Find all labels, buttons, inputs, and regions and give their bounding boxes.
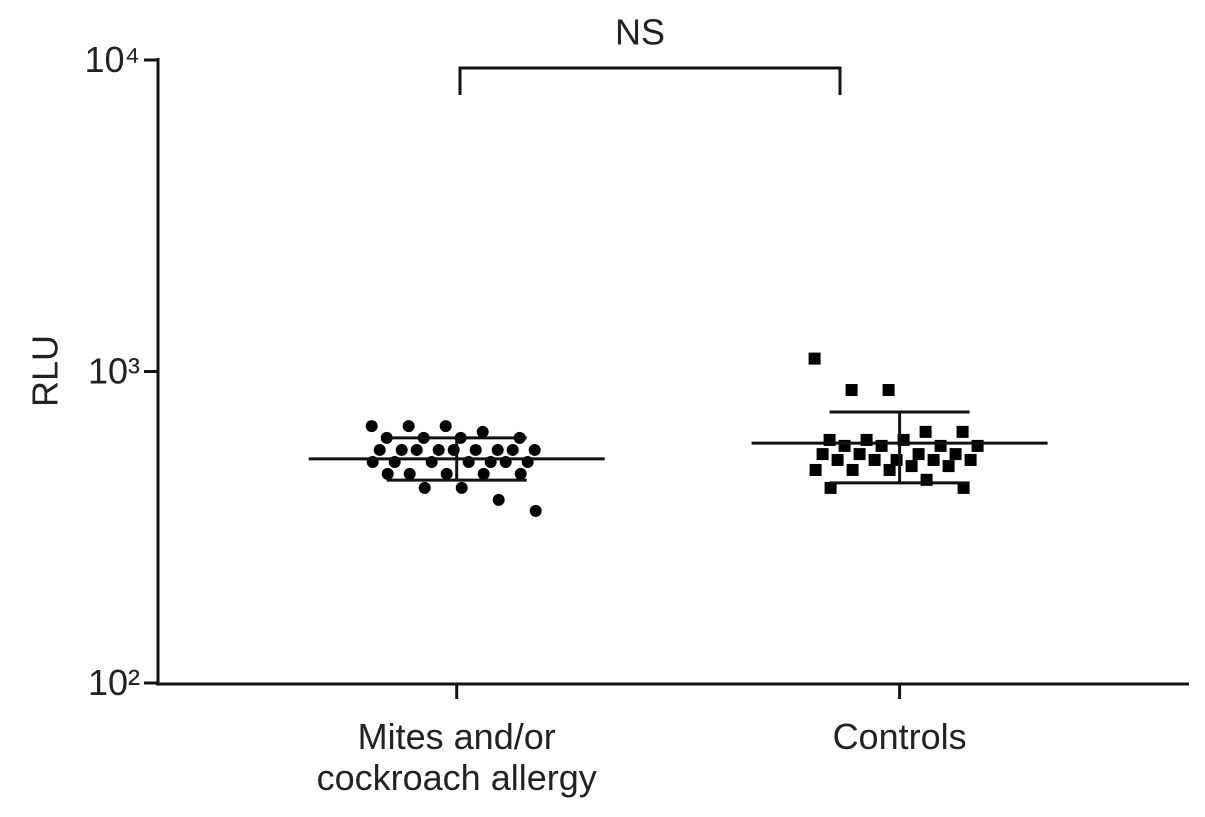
x-tick-label: Mites and/or cockroach allergy xyxy=(316,716,597,798)
data-point xyxy=(957,481,970,494)
data-point xyxy=(455,481,468,494)
data-point xyxy=(853,448,866,461)
data-point xyxy=(491,443,504,456)
data-point xyxy=(905,460,918,473)
data-point xyxy=(395,443,408,456)
data-point xyxy=(529,504,542,517)
data-point xyxy=(927,453,940,466)
data-point xyxy=(514,467,527,480)
data-point xyxy=(476,425,489,438)
data-point xyxy=(942,460,955,473)
significance-bracket xyxy=(458,66,842,95)
data-point xyxy=(506,443,519,456)
data-point xyxy=(365,420,378,433)
data-point xyxy=(883,463,896,476)
data-point xyxy=(469,443,482,456)
data-point xyxy=(868,453,881,466)
data-point xyxy=(528,443,541,456)
data-point xyxy=(403,467,416,480)
data-point xyxy=(912,448,925,461)
data-point xyxy=(440,467,453,480)
data-point xyxy=(919,425,932,438)
data-point xyxy=(816,448,829,461)
data-point xyxy=(949,448,962,461)
data-point xyxy=(381,467,394,480)
data-point xyxy=(808,352,821,365)
y-axis-label: RLU xyxy=(25,335,66,407)
data-point xyxy=(477,467,490,480)
x-tick-label: Controls xyxy=(832,716,967,757)
data-point xyxy=(845,384,858,397)
data-point xyxy=(418,481,431,494)
annotation: NS xyxy=(615,12,665,53)
data-point xyxy=(882,384,895,397)
data-point xyxy=(809,463,822,476)
data-point xyxy=(410,443,423,456)
data-point xyxy=(831,453,844,466)
y-tick-label: 10³ xyxy=(88,351,140,392)
data-point xyxy=(824,481,837,494)
data-point xyxy=(373,443,386,456)
data-point xyxy=(964,453,977,466)
data-point xyxy=(492,493,505,506)
data-point xyxy=(432,443,445,456)
data-point xyxy=(956,425,969,438)
data-point xyxy=(439,420,452,433)
data-point xyxy=(402,420,415,433)
y-tick-label: 10⁴ xyxy=(84,39,140,80)
y-tick-label: 10² xyxy=(88,662,140,703)
data-point xyxy=(846,463,859,476)
